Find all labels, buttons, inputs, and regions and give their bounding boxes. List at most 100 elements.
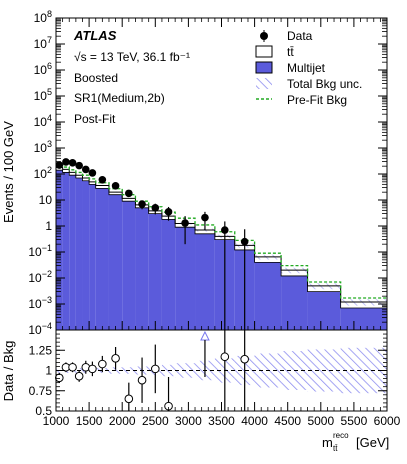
main-panel-outlines	[56, 164, 387, 309]
ratio-point	[74, 371, 84, 381]
multijet-bar	[108, 194, 123, 330]
multijet-bar	[135, 207, 149, 330]
y-tick-exponent: −2	[42, 269, 52, 279]
ttbar-bar	[89, 181, 96, 185]
prefit-bkg-line	[56, 164, 387, 299]
y-tick-label: 10−4	[28, 321, 52, 337]
legend-unc-swatch	[256, 78, 272, 89]
x-axis-title-unit: [GeV]	[356, 435, 389, 450]
legend-label-prefit: Pre-Fit Bkg	[287, 93, 347, 107]
ratio-point	[240, 354, 249, 364]
y-tick-label: 104	[34, 113, 52, 129]
x-tick-label: 5000	[307, 414, 334, 428]
y-tick-label: 107	[34, 35, 52, 51]
data-point	[88, 169, 97, 177]
y-tick-mantissa: 10	[28, 245, 42, 259]
data-point	[125, 189, 133, 198]
data-point	[138, 200, 146, 208]
ttbar-bar	[95, 185, 109, 189]
info-line-region: SR1(Medium,2b)	[74, 91, 165, 105]
y-tick-label: 10−1	[28, 243, 52, 259]
x-tick-label: 4500	[274, 414, 301, 428]
multijet-bar	[69, 175, 76, 330]
multijet-bar	[254, 262, 282, 330]
legend-label-ttbar: tt̄	[287, 45, 294, 59]
legend: Data tt̄ Multijet Total Bkg unc. Pre-Fit…	[255, 29, 362, 107]
y-tick-mantissa: 10	[28, 323, 42, 337]
y-tick-exponent: 2	[47, 165, 52, 175]
y-tick-label: 105	[34, 87, 52, 103]
data-point	[75, 161, 83, 170]
x-tick-label: 3000	[175, 414, 202, 428]
x-axis-title-sup: reco	[333, 431, 349, 440]
ratio-tick-label: 1	[45, 364, 52, 378]
y-tick-exponent: −3	[42, 295, 52, 305]
data-points	[55, 158, 249, 411]
multijet-bar	[175, 227, 196, 330]
multijet-bar	[89, 184, 96, 330]
ratio-point	[88, 364, 97, 374]
y-tick-exponent: 7	[47, 35, 52, 45]
ttbar-bar	[75, 175, 83, 179]
data-point	[111, 182, 120, 190]
y-tick-mantissa: 10	[34, 141, 48, 155]
ratio-point	[111, 354, 120, 363]
data-point	[81, 165, 90, 174]
x-tick-label: 2000	[109, 414, 136, 428]
legend-label-unc: Total Bkg unc.	[287, 77, 362, 91]
x-axis-title-main: m	[322, 435, 333, 450]
x-tick-label: 4000	[241, 414, 268, 428]
y-tick-label: 106	[34, 61, 52, 77]
y-tick-exponent: 4	[47, 113, 52, 123]
y-tick-exponent: −1	[42, 243, 52, 253]
ratio-point	[98, 359, 107, 369]
info-line-energy: √s = 13 TeV, 36.1 fb⁻¹	[74, 50, 190, 64]
ratio-point	[124, 394, 134, 404]
experiment-label: ATLAS	[73, 28, 117, 43]
data-point	[55, 161, 64, 169]
ratio-point	[137, 375, 147, 385]
ratio-offscale-arrow	[200, 330, 210, 341]
y-tick-mantissa: 10	[34, 89, 48, 103]
multijet-bar	[281, 275, 308, 330]
ttbar-bar	[82, 178, 90, 181]
ratio-point	[55, 373, 64, 383]
y-tick-exponent: 3	[47, 139, 52, 149]
data-point	[98, 175, 107, 184]
y-tick-mantissa: 10	[28, 297, 42, 311]
multijet-bar	[307, 291, 341, 330]
y-tick-mantissa: 10	[34, 11, 48, 25]
y-tick-label: 108	[34, 9, 52, 25]
x-axis-title: m reco tt̄ [GeV]	[322, 431, 389, 453]
info-line-fit: Post-Fit	[74, 112, 116, 126]
y-tick-mantissa: 10	[34, 63, 48, 77]
legend-multijet-swatch	[255, 61, 273, 74]
legend-label-multijet: Multijet	[287, 61, 326, 75]
ratio-tick-label: 0.5	[35, 404, 52, 418]
ttbar-bar	[195, 230, 215, 234]
x-tick-label: 2500	[142, 414, 169, 428]
axes: 10810710610510410310210110−110−210−310−4…	[28, 9, 400, 428]
ratio-point	[151, 364, 160, 374]
multijet-bar	[95, 188, 109, 330]
y-tick-exponent: 8	[47, 9, 52, 19]
x-tick-label: 3500	[208, 414, 235, 428]
legend-label-data: Data	[287, 29, 313, 43]
y-tick-exponent: 6	[47, 61, 52, 71]
total-bkg-outline	[56, 166, 387, 303]
ttbar-bar	[122, 198, 136, 202]
y-tick-mantissa: 10	[34, 37, 48, 51]
x-tick-label: 6000	[374, 414, 401, 428]
ratio-tick-label: 1.25	[29, 343, 53, 357]
ttbar-bar	[62, 169, 70, 173]
multijet-bar	[195, 233, 215, 330]
ttbar-bar	[254, 256, 282, 263]
data-point	[151, 204, 160, 212]
main-panel-stack	[56, 167, 387, 330]
multijet-bar	[56, 170, 63, 330]
ratio-y-axis-title: Data / Bkg	[1, 341, 16, 402]
ttbar-bar	[108, 192, 123, 195]
x-tick-label: 5500	[341, 414, 368, 428]
